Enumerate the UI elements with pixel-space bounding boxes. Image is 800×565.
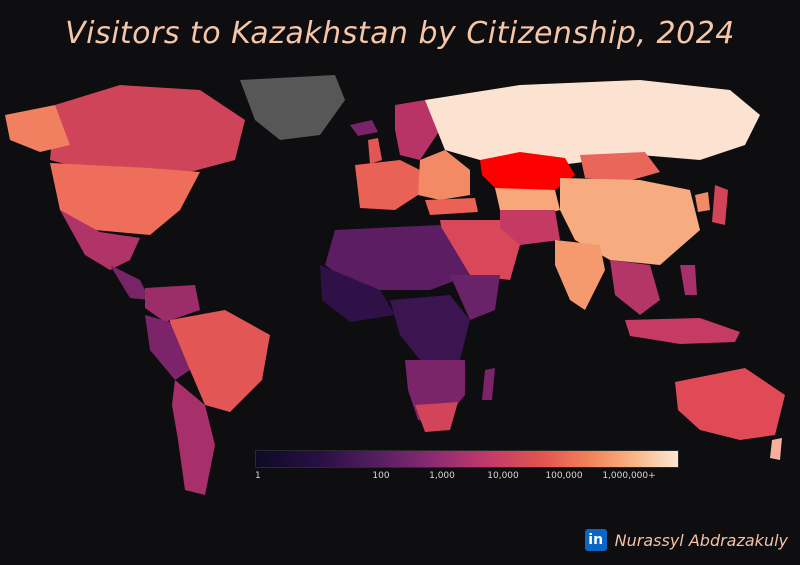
region-south-africa — [415, 402, 458, 432]
color-scale-ticks: 1 100 1,000 10,000 100,000 1,000,000+ — [255, 471, 677, 489]
region-iran-afghanistan — [500, 210, 560, 245]
region-turkey — [425, 198, 478, 215]
tick-label: 100,000 — [545, 471, 583, 481]
region-peru-bolivia — [145, 315, 190, 380]
map-title: Visitors to Kazakhstan by Citizenship, 2… — [65, 16, 735, 51]
tick-label: 1,000,000+ — [602, 471, 656, 481]
region-philippines — [680, 265, 697, 295]
region-mongolia — [580, 152, 660, 182]
region-kazakhstan — [480, 152, 575, 192]
region-australia — [675, 368, 785, 440]
region-korea — [695, 192, 710, 212]
region-central-africa — [390, 295, 470, 360]
region-usa — [50, 163, 200, 235]
region-east-africa — [450, 275, 500, 320]
tick-label: 1,000 — [429, 471, 455, 481]
region-greenland — [240, 75, 345, 140]
tick-label: 10,000 — [487, 471, 519, 481]
region-india — [555, 240, 605, 310]
color-scale-legend: 1 100 1,000 10,000 100,000 1,000,000+ — [255, 450, 679, 489]
region-japan — [712, 185, 728, 225]
region-west-africa — [320, 265, 395, 322]
region-north-africa — [325, 225, 470, 290]
region-central-america — [110, 265, 150, 300]
region-eastern-europe — [418, 150, 470, 200]
region-scandinavia — [395, 100, 440, 160]
region-madagascar — [482, 368, 495, 400]
region-mexico — [60, 210, 140, 270]
region-alaska — [5, 105, 70, 152]
region-iceland — [350, 120, 378, 136]
tick-label: 100 — [372, 471, 390, 481]
linkedin-icon[interactable]: in — [584, 529, 607, 551]
region-southeast-asia — [610, 260, 660, 315]
region-western-europe — [355, 160, 420, 210]
region-canada — [50, 85, 245, 172]
tick-label: 1 — [255, 471, 261, 481]
region-russia — [425, 80, 760, 165]
region-argentina-chile — [172, 380, 215, 495]
region-china — [560, 178, 700, 265]
color-scale-bar — [255, 450, 679, 468]
author-credit: in Nurassyl Abdrazakuly — [584, 529, 788, 551]
world-choropleth-map — [0, 60, 800, 500]
author-name: Nurassyl Abdrazakuly — [614, 530, 788, 550]
region-indonesia — [625, 318, 740, 344]
region-brazil — [170, 310, 270, 412]
region-uk — [368, 138, 382, 164]
region-new-zealand — [770, 438, 782, 460]
region-colombia-venezuela — [145, 285, 200, 322]
